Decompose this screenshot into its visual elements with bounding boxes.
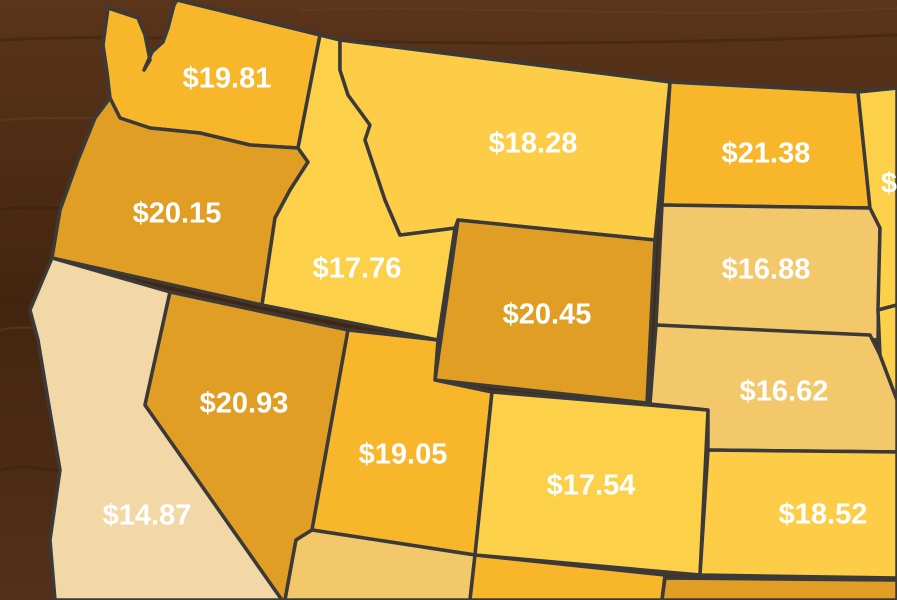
- price-labels: $19.81 $20.15 $14.87 $17.76 $20.93 $18.2…: [103, 63, 897, 532]
- state-oklahoma[interactable]: [660, 576, 897, 600]
- price-label-wyoming: $20.45: [503, 299, 592, 331]
- price-label-idaho: $17.76: [313, 253, 402, 285]
- state-iowa[interactable]: [876, 303, 897, 402]
- price-label-minnesota: $: [881, 168, 897, 200]
- price-label-nevada: $20.93: [200, 388, 289, 420]
- price-label-colorado: $17.54: [547, 470, 636, 502]
- price-label-utah: $19.05: [359, 439, 448, 471]
- price-label-washington: $19.81: [183, 63, 272, 95]
- state-new-mexico[interactable]: [468, 553, 667, 600]
- state-wyoming[interactable]: [433, 218, 657, 405]
- state-nebraska[interactable]: [648, 323, 897, 454]
- state-kansas[interactable]: [698, 448, 897, 580]
- price-label-kansas: $18.52: [779, 499, 868, 531]
- price-label-north-dakota: $21.38: [722, 138, 811, 170]
- states-layer: [28, 0, 897, 600]
- price-label-montana: $18.28: [489, 128, 578, 160]
- price-label-south-dakota: $16.88: [722, 254, 811, 286]
- price-label-nebraska: $16.62: [740, 376, 829, 408]
- price-label-california: $14.87: [103, 500, 192, 532]
- price-label-oregon: $20.15: [133, 198, 222, 230]
